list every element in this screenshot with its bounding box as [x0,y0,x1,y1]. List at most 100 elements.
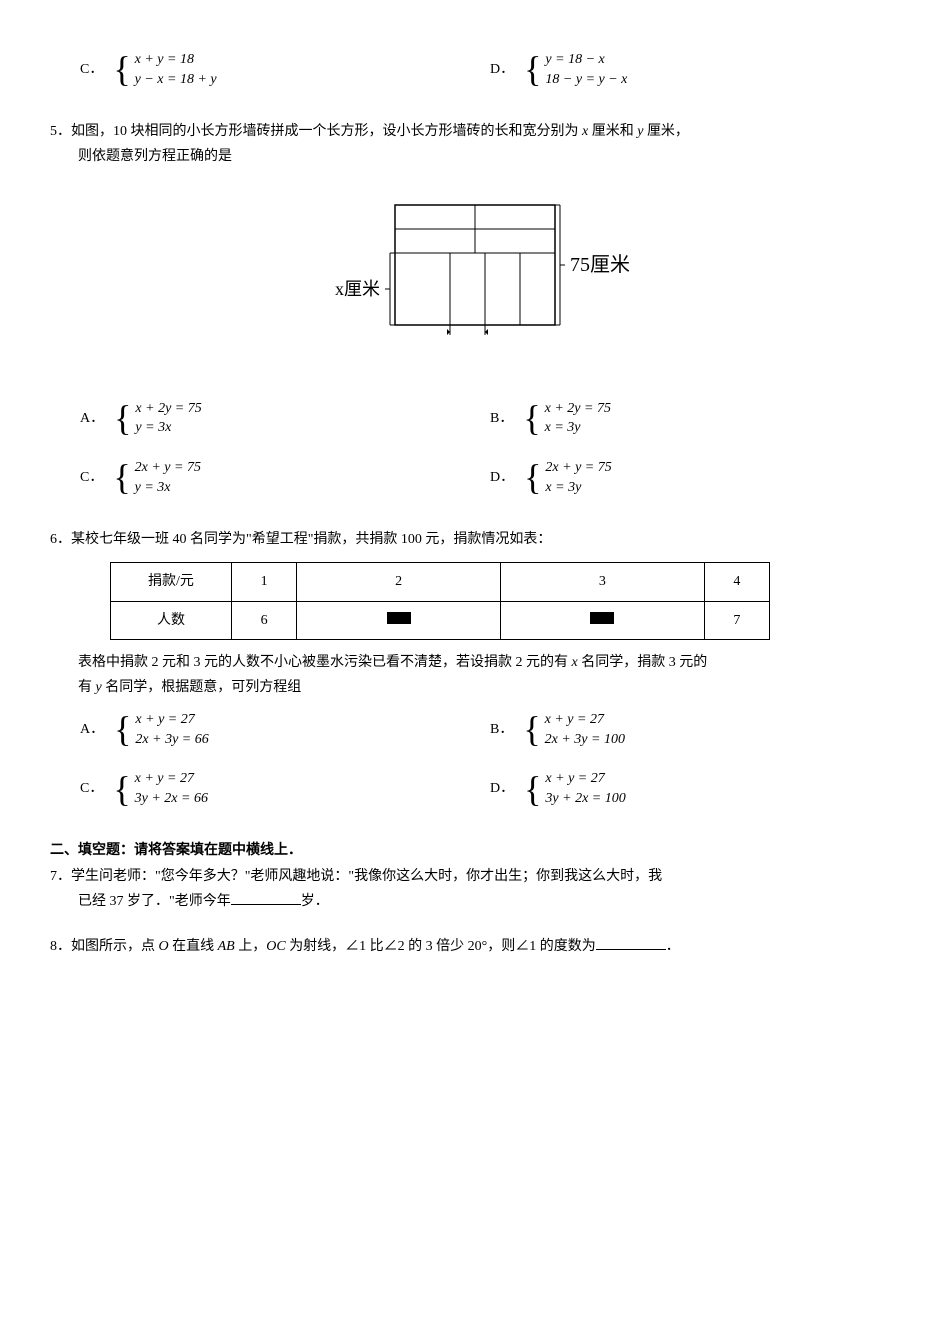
table-row: 人数 6 7 [111,601,770,639]
text: 名同学，捐款 3 元的 [578,655,708,670]
cell: 3 [500,563,704,601]
tiling-diagram: x厘米 75厘米 [295,185,655,365]
equation-line: x + y = 27 [135,710,208,730]
text: 为射线，∠1 比∠2 的 3 倍少 20°，则∠1 的度数为 [286,939,596,954]
option-label: D． [490,465,514,490]
q6-option-a: A． { x + y = 27 2x + 3y = 66 [80,710,490,749]
q7-line1: 7．学生问老师："您今年多大？"老师风趣地说："我像你这么大时，你才出生；你到我… [50,864,900,889]
equation-line: x = 3y [545,418,611,438]
text: 8．如图所示，点 [50,939,159,954]
equation-group: x + y = 27 2x + 3y = 100 [545,710,625,749]
equation-line: y = 3x [135,478,201,498]
text: 上， [235,939,267,954]
brace-icon: { [114,402,131,434]
brace-icon: { [114,713,131,745]
equation-line: 2x + 3y = 100 [545,730,625,750]
section-2-title: 二、填空题：请将答案填在题中横线上． [50,838,900,863]
cell: 1 [232,563,297,601]
answer-blank[interactable] [596,935,666,950]
q5-figure: x厘米 75厘米 [50,185,900,374]
question-6: 6．某校七年级一班 40 名同学为"希望工程"捐款，共捐款 100 元，捐款情况… [50,527,900,818]
equation-line: 3y + 2x = 100 [545,789,625,809]
ink-blot-icon [590,612,614,624]
var: OC [266,939,285,954]
cell-ink [297,601,501,639]
q-top-option-c: C． { x + y = 18 y − x = 18 + y [80,50,490,89]
text: 表格中捐款 2 元和 3 元的人数不小心被墨水污染已看不清楚，若设捐款 2 元的… [78,655,572,670]
equation-line: x + 2y = 75 [545,399,611,419]
brace-icon: { [113,773,130,805]
equation-line: y = 18 − x [545,50,627,70]
equation-line: y − x = 18 + y [135,70,217,90]
text: 已经 37 岁了．"老师今年 [78,894,231,909]
brace-icon: { [113,461,130,493]
equation-group: x + y = 27 3y + 2x = 66 [135,769,208,808]
equation-line: 3y + 2x = 66 [135,789,208,809]
x-label: x厘米 [335,279,380,299]
table-row: 捐款/元 1 2 3 4 [111,563,770,601]
option-label: B． [490,717,513,742]
q-top-option-d: D． { y = 18 − x 18 − y = y − x [490,50,900,89]
answer-blank[interactable] [231,890,301,905]
text: 有 [78,680,96,695]
equation-group: y = 18 − x 18 − y = y − x [545,50,627,89]
q-top-option-row: C． { x + y = 18 y − x = 18 + y D． { y = … [80,40,900,99]
brace-icon: { [523,402,540,434]
equation-group: 2x + y = 75 y = 3x [135,458,201,497]
brace-icon: { [523,713,540,745]
equation-line: 18 − y = y − x [545,70,627,90]
option-label: C． [80,465,103,490]
question-7: 7．学生问老师："您今年多大？"老师风趣地说："我像你这么大时，你才出生；你到我… [50,864,900,914]
text: 5．如图，10 块相同的小长方形墙砖拼成一个长方形，设小长方形墙砖的长和宽分别为 [50,124,582,139]
equation-line: y = 3x [135,418,201,438]
h-label: 75厘米 [570,253,630,276]
cell: 6 [232,601,297,639]
brace-icon: { [524,773,541,805]
cell: 捐款/元 [111,563,232,601]
option-label: C． [80,776,103,801]
option-label: A． [80,717,104,742]
equation-line: x + y = 27 [545,710,625,730]
equation-line: x + y = 27 [135,769,208,789]
q5-stem-line1: 5．如图，10 块相同的小长方形墙砖拼成一个长方形，设小长方形墙砖的长和宽分别为… [50,119,900,144]
option-label: A． [80,406,104,431]
equation-group: x + y = 18 y − x = 18 + y [135,50,217,89]
question-5: 5．如图，10 块相同的小长方形墙砖拼成一个长方形，设小长方形墙砖的长和宽分别为… [50,119,900,507]
equation-line: 2x + y = 75 [135,458,201,478]
q5-option-c: C． { 2x + y = 75 y = 3x [80,458,490,497]
cell-ink [500,601,704,639]
q6-option-d: D． { x + y = 27 3y + 2x = 100 [490,769,900,808]
q6-after-line2: 有 y 名同学，根据题意，可列方程组 [78,675,900,700]
text: ． [666,939,680,954]
q6-after-line1: 表格中捐款 2 元和 3 元的人数不小心被墨水污染已看不清楚，若设捐款 2 元的… [78,650,900,675]
text: 厘米和 [588,124,637,139]
equation-group: x + y = 27 2x + 3y = 66 [135,710,208,749]
equation-group: x + 2y = 75 x = 3y [545,399,611,438]
equation-group: 2x + y = 75 x = 3y [545,458,611,497]
option-label: D． [490,776,514,801]
q6-option-b: B． { x + y = 27 2x + 3y = 100 [490,710,900,749]
equation-line: x = 3y [545,478,611,498]
brace-icon: { [524,53,541,85]
q6-options: A． { x + y = 27 2x + 3y = 66 B． { x + y … [80,700,900,818]
text: 在直线 [169,939,218,954]
var: AB [218,939,235,954]
q5-option-a: A． { x + 2y = 75 y = 3x [80,399,490,438]
ink-blot-icon [387,612,411,624]
brace-icon: { [524,461,541,493]
q6-option-c: C． { x + y = 27 3y + 2x = 66 [80,769,490,808]
cell: 7 [704,601,769,639]
q6-stem: 6．某校七年级一班 40 名同学为"希望工程"捐款，共捐款 100 元，捐款情况… [50,527,900,552]
equation-line: 2x + y = 75 [545,458,611,478]
equation-line: 2x + 3y = 66 [135,730,208,750]
q7-line2: 已经 37 岁了．"老师今年 岁． [50,889,900,914]
var: O [159,939,169,954]
text: 厘米， [643,124,689,139]
cell: 人数 [111,601,232,639]
q5-option-b: B． { x + 2y = 75 x = 3y [490,399,900,438]
equation-line: x + 2y = 75 [135,399,201,419]
text: 岁． [301,894,329,909]
cell: 4 [704,563,769,601]
q5-option-d: D． { 2x + y = 75 x = 3y [490,458,900,497]
brace-icon: { [113,53,130,85]
